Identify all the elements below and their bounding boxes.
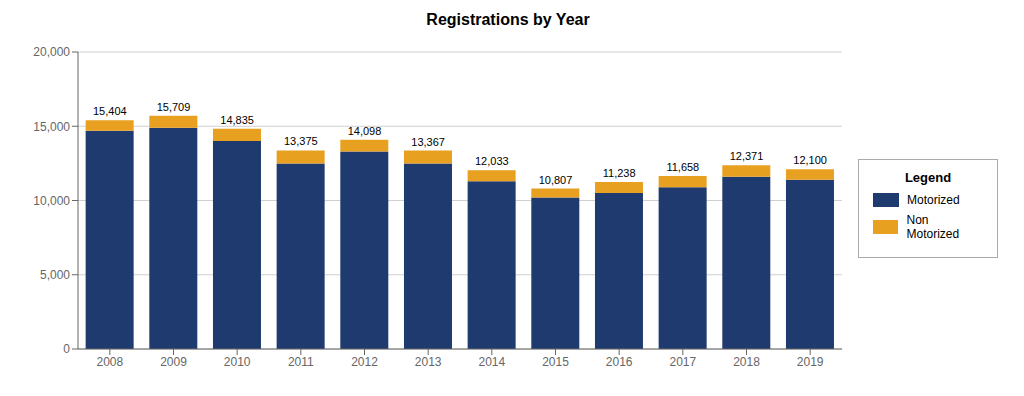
svg-text:11,238: 11,238 [603,167,636,179]
svg-text:5,000: 5,000 [40,268,70,282]
html-text:Legend: Legend [904,169,952,185]
svg-text:2009: 2009 [160,355,187,369]
svg-text:2016: 2016 [606,355,633,369]
svg-text:10,807: 10,807 [539,174,573,186]
svg-text:0: 0 [63,342,70,356]
svg-text:2011: 2011 [288,355,314,369]
svg-text:20,000: 20,000 [33,45,70,59]
svg-text:11,658: 11,658 [666,161,699,173]
html-text:Registrations by Year: Registrations by Year [426,11,590,28]
svg-text:2012: 2012 [351,355,378,369]
html-text:Non Motorized: Non Motorized [906,212,960,241]
svg-text:2008: 2008 [96,355,123,369]
svg-text:2017: 2017 [669,355,696,369]
svg-text:2015: 2015 [542,355,569,369]
svg-text:14,098: 14,098 [348,125,382,137]
svg-text:2014: 2014 [478,355,505,369]
svg-text:14,835: 14,835 [220,114,254,126]
svg-text:13,375: 13,375 [284,135,318,147]
svg-text:15,404: 15,404 [93,105,127,117]
svg-text:2013: 2013 [415,355,442,369]
html-text:Motorized: Motorized [907,192,960,207]
svg-text:2018: 2018 [733,355,760,369]
svg-text:12,371: 12,371 [730,150,764,162]
svg-text:2010: 2010 [224,355,251,369]
svg-text:13,367: 13,367 [411,136,445,148]
svg-text:10,000: 10,000 [33,194,70,208]
svg-text:15,000: 15,000 [33,120,70,134]
svg-text:2019: 2019 [797,355,824,369]
svg-text:12,033: 12,033 [475,155,509,167]
svg-text:12,100: 12,100 [793,154,827,166]
svg-text:15,709: 15,709 [157,101,191,113]
